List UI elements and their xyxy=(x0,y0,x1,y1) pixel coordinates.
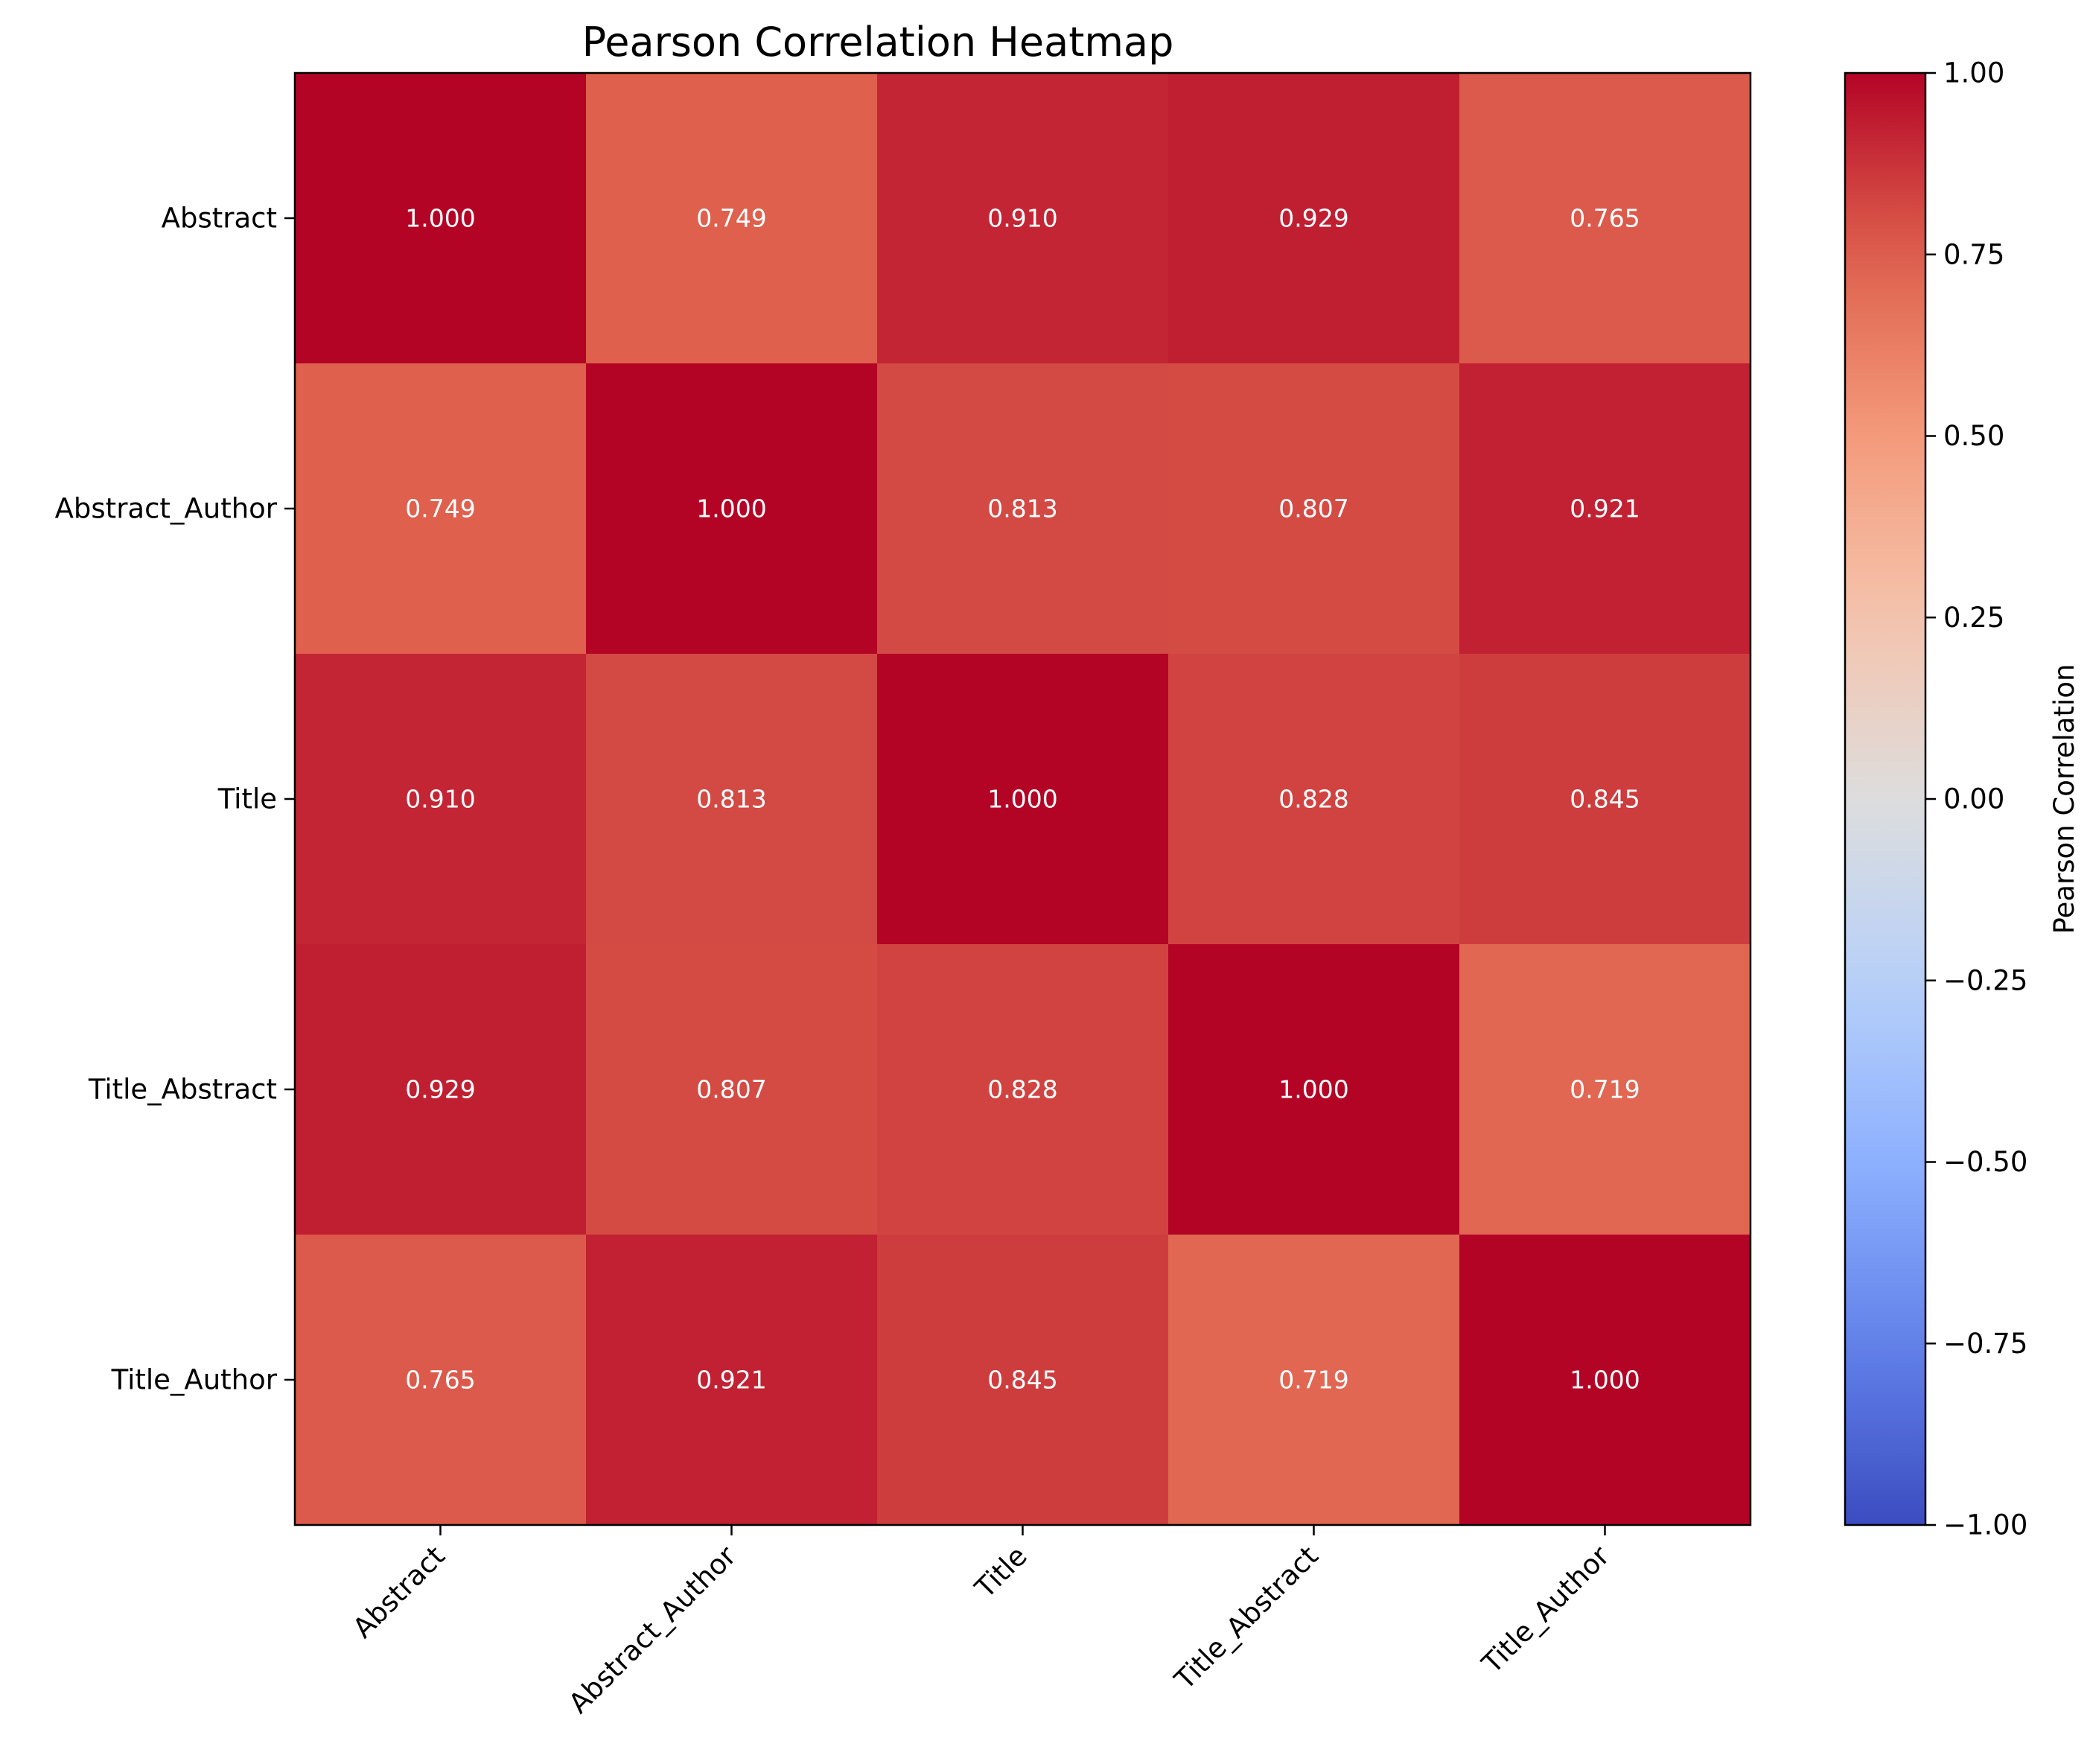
colorbar: −1.00 −0.75 −0.50 −0.25 0.00 0.25 0.50 0.75 1.00 xyxy=(1844,57,2027,1541)
cell-value-label: 0.828 xyxy=(1278,785,1348,814)
cell-value-label: 0.921 xyxy=(1570,494,1640,523)
x-tick-label: Title xyxy=(969,1540,1033,1605)
heatmap-cell xyxy=(1459,73,1751,364)
cell-value-label: 0.845 xyxy=(987,1366,1057,1395)
cell-value-label: 0.719 xyxy=(1278,1366,1348,1395)
cell-value-label: 0.813 xyxy=(987,494,1057,523)
heatmap-cell xyxy=(586,944,878,1235)
heatmap-cell xyxy=(877,1235,1169,1526)
heatmap-cell xyxy=(295,654,587,945)
cell-value-label: 0.807 xyxy=(696,1075,766,1104)
cell-value-label: 1.000 xyxy=(1278,1075,1348,1104)
heatmap-cell xyxy=(586,73,878,364)
heatmap-cell xyxy=(586,1235,878,1526)
colorbar-tick-label: 0.75 xyxy=(1943,238,2004,270)
heatmap-cell xyxy=(295,363,587,655)
y-tick-label: Title xyxy=(217,783,277,815)
colorbar-label: Pearson Correlation xyxy=(2048,664,2080,934)
y-tick-label: Title_Abstract xyxy=(88,1074,277,1106)
colorbar-tick-label: −0.75 xyxy=(1943,1328,2027,1360)
y-axis-ticks: Abstract Abstract_Author Title Title_Abstra… xyxy=(55,203,295,1396)
cell-value-label: 0.828 xyxy=(987,1075,1057,1104)
chart-title: Pearson Correlation Heatmap xyxy=(582,19,1174,66)
heatmap-cell xyxy=(877,654,1169,945)
heatmap-cell xyxy=(877,363,1169,655)
cell-value-label: 1.000 xyxy=(1570,1366,1640,1395)
cell-value-label: 1.000 xyxy=(987,785,1057,814)
cell-value-label: 0.929 xyxy=(1278,204,1348,233)
cell-value-label: 0.807 xyxy=(1278,494,1348,523)
heatmap-cells xyxy=(295,73,1751,1526)
heatmap-cell xyxy=(877,73,1169,364)
cell-value-label: 0.910 xyxy=(405,785,475,814)
colorbar-tick-label: −1.00 xyxy=(1943,1509,2027,1541)
heatmap-cell xyxy=(877,944,1169,1235)
x-tick-label: Abstract xyxy=(347,1540,451,1644)
colorbar-tick-label: 0.25 xyxy=(1943,602,2004,634)
colorbar-tick-label: 0.00 xyxy=(1943,783,2004,815)
heatmap-cell xyxy=(1459,944,1751,1235)
cell-value-label: 1.000 xyxy=(696,494,766,523)
colorbar-tick-label: 0.50 xyxy=(1943,420,2004,452)
heatmap-cell xyxy=(586,654,878,945)
cell-value-label: 0.845 xyxy=(1570,785,1640,814)
heatmap-cell xyxy=(295,944,587,1235)
cell-value-label: 0.813 xyxy=(696,785,766,814)
heatmap-cell xyxy=(1459,363,1751,655)
y-tick-label: Title_Author xyxy=(111,1364,278,1396)
x-tick-label: Title_Author xyxy=(1476,1539,1616,1680)
heatmap-cell xyxy=(1168,944,1460,1235)
x-axis-ticks: Abstract Abstract_Author Title Title_Abstra… xyxy=(347,1525,1616,1719)
colorbar-gradient xyxy=(1845,73,1925,1525)
colorbar-tick-label: −0.25 xyxy=(1943,964,2027,996)
x-tick-label: Abstract_Author xyxy=(562,1539,742,1719)
heatmap-cell-labels: 1.000 0.749 0.910 0.929 0.765 0.749 1.000 0.813… xyxy=(405,204,1640,1395)
heatmap-cell xyxy=(1459,654,1751,945)
cell-value-label: 0.765 xyxy=(405,1366,475,1395)
x-tick-label: Title_Abstract xyxy=(1168,1540,1325,1696)
y-tick-label: Abstract_Author xyxy=(55,493,278,525)
cell-value-label: 1.000 xyxy=(405,204,475,233)
cell-value-label: 0.921 xyxy=(696,1366,766,1395)
heatmap-cell xyxy=(1168,73,1460,364)
heatmap-cell xyxy=(295,1235,587,1526)
heatmap-cell xyxy=(586,363,878,655)
cell-value-label: 0.719 xyxy=(1570,1075,1640,1104)
colorbar-tick-label: 1.00 xyxy=(1943,57,2004,89)
heatmap-cell xyxy=(1168,654,1460,945)
colorbar-tick-label: −0.50 xyxy=(1943,1146,2027,1178)
heatmap-cell xyxy=(295,73,587,364)
heatmap-cell xyxy=(1459,1235,1751,1526)
cell-value-label: 0.929 xyxy=(405,1075,475,1104)
y-tick-label: Abstract xyxy=(162,203,277,235)
heatmap-cell xyxy=(1168,363,1460,655)
cell-value-label: 0.749 xyxy=(405,494,475,523)
cell-value-label: 0.910 xyxy=(987,204,1057,233)
cell-value-label: 0.765 xyxy=(1570,204,1640,233)
cell-value-label: 0.749 xyxy=(696,204,766,233)
heatmap-cell xyxy=(1168,1235,1460,1526)
